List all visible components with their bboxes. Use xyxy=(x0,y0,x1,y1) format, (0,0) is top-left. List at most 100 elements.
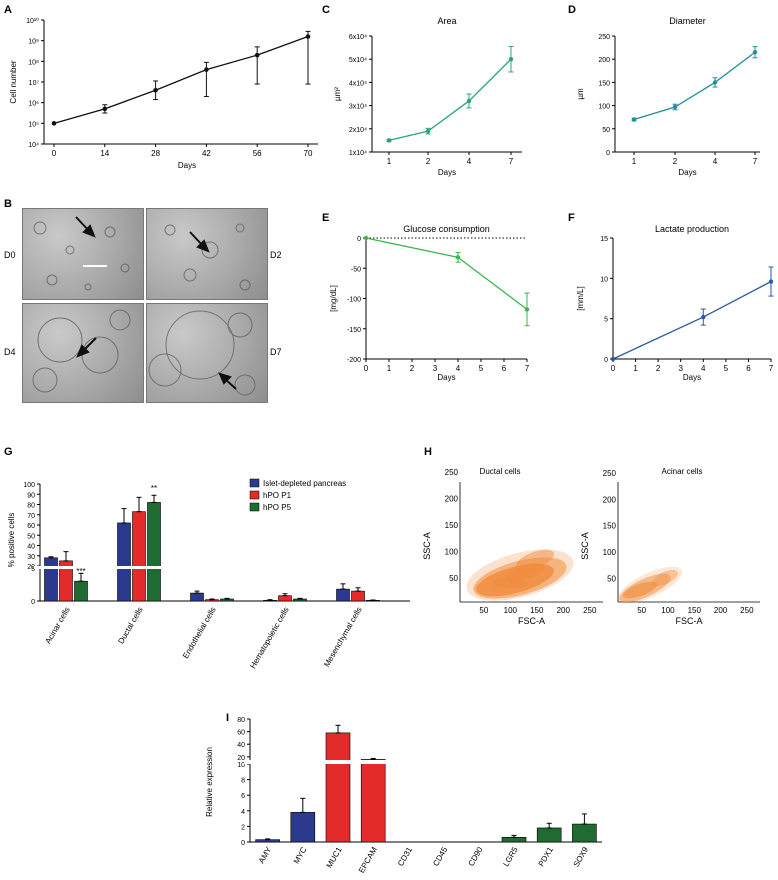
y-tick-label: 1x10⁴ xyxy=(349,150,367,157)
x-axis-label: Days xyxy=(678,168,696,177)
organoid-circles xyxy=(32,221,256,396)
data-point xyxy=(631,117,637,122)
bar xyxy=(325,732,351,843)
label-d4: D4 xyxy=(4,347,16,357)
data-point xyxy=(524,307,530,312)
x-tick-label: 150 xyxy=(688,606,702,615)
data-point xyxy=(672,104,678,110)
x-tick-label: 7 xyxy=(525,364,530,373)
bar xyxy=(147,502,161,602)
x-tick-label: 7 xyxy=(509,157,514,166)
x-tick-label: SOX9 xyxy=(572,845,591,868)
y-tick-label: 3x10⁴ xyxy=(349,104,367,111)
y-tick-label: 10 xyxy=(600,276,608,283)
y-tick-label: 8 xyxy=(241,778,245,785)
data-point xyxy=(768,279,774,284)
x-tick-label: 6 xyxy=(502,364,507,373)
x-tick-label: LGR5 xyxy=(501,845,520,868)
data-point xyxy=(153,87,158,93)
y-tick-label: 4x10⁴ xyxy=(349,80,367,87)
chart-title: Ductal cells xyxy=(480,467,521,476)
y-axis-label: % positive cells xyxy=(7,513,16,568)
x-tick-label: 5 xyxy=(724,364,729,373)
y-tick-label: 200 xyxy=(598,57,610,64)
y-tick-label: 100 xyxy=(445,548,459,557)
panel-letter-c: C xyxy=(322,4,330,16)
series-line xyxy=(53,35,309,124)
chart-title: Acinar cells xyxy=(662,467,703,476)
y-tick-label: 0 xyxy=(604,357,608,364)
data-point xyxy=(466,98,472,104)
chart-h1: 50 100 150 200 250 50 100 150 200 250 FSC-A SSC-A Du… xyxy=(422,467,603,626)
x-tick-label: 0 xyxy=(364,364,369,373)
chart-title: Diameter xyxy=(669,16,706,26)
density-region xyxy=(516,549,554,571)
x-axis-label: Days xyxy=(437,373,455,382)
y-tick-label: 200 xyxy=(445,495,459,504)
label-d7: D7 xyxy=(270,347,282,357)
data-point xyxy=(363,235,369,241)
bar xyxy=(360,759,386,843)
chart-f: Lactate production 0 5 10 15 0 1 2 3 4 5 6 7 Days [mm/… xyxy=(576,224,774,382)
y-tick-label: 90 xyxy=(27,492,35,499)
y-tick-label: 60 xyxy=(27,523,35,530)
bar xyxy=(132,511,146,602)
bar xyxy=(117,522,131,602)
y-tick-label: 70 xyxy=(27,513,35,520)
y-axis-label: µm² xyxy=(333,87,342,101)
y-axis-label: Relative expression xyxy=(205,747,214,817)
data-point xyxy=(51,121,57,126)
chart-title: Area xyxy=(437,16,456,26)
significance-mark: ** xyxy=(151,484,157,493)
y-tick-label: 20 xyxy=(237,755,245,762)
x-tick-label: 7 xyxy=(753,157,758,166)
y-axis-label: SSC-A xyxy=(580,532,590,560)
x-tick-label: 1 xyxy=(387,157,392,166)
y-tick-label: 5x10⁴ xyxy=(349,57,367,64)
y-tick-label: 250 xyxy=(603,469,617,478)
density-region xyxy=(622,581,658,599)
y-tick-label: 15 xyxy=(600,236,608,243)
panel-letter-i: I xyxy=(226,712,230,724)
axis-break xyxy=(34,566,412,569)
y-tick-label: 80 xyxy=(27,503,35,510)
y-tick-label: -50 xyxy=(351,266,361,273)
x-tick-label: 1 xyxy=(632,157,637,166)
x-tick-label: 100 xyxy=(504,606,518,615)
y-tick-label: -150 xyxy=(347,327,361,334)
x-tick-label: 200 xyxy=(557,606,571,615)
y-tick-label: 150 xyxy=(598,80,610,87)
y-tick-label: 80 xyxy=(237,717,245,724)
label-d2: D2 xyxy=(270,250,282,260)
y-tick-label: 50 xyxy=(27,533,35,540)
y-axis-label: [mg/dL] xyxy=(329,285,338,312)
x-tick-label: Ductal cells xyxy=(116,606,144,646)
x-tick-label: 4 xyxy=(456,364,461,373)
y-tick-label: 6x10⁴ xyxy=(349,34,367,41)
y-tick-label: -100 xyxy=(347,297,361,304)
panel-letter-d: D xyxy=(568,4,576,16)
x-tick-label: 100 xyxy=(661,606,675,615)
x-tick-label: 4 xyxy=(701,364,706,373)
y-tick-label: 0 xyxy=(241,840,245,847)
y-tick-label: 10⁷ xyxy=(29,80,40,87)
chart-g: 0 520 30 40 50 60 70 80 90 100 % positive cells Aci… xyxy=(7,478,412,670)
y-tick-label: 150 xyxy=(445,521,459,530)
series-line xyxy=(388,58,512,142)
legend-swatch xyxy=(249,490,260,500)
data-point xyxy=(425,128,431,134)
x-axis-label: FSC-A xyxy=(676,616,703,626)
x-tick-label: 7 xyxy=(769,364,774,373)
micrograph-d2 xyxy=(146,208,268,300)
chart-d: Diameter 0 50 100 150 200 250 1 2 4 7 Days µm xyxy=(576,16,760,177)
y-tick-label: 10⁹ xyxy=(28,39,39,46)
x-tick-label: 4 xyxy=(467,157,472,166)
label-d0: D0 xyxy=(4,250,16,260)
y-tick-label: 4 xyxy=(241,809,245,816)
y-tick-label: 250 xyxy=(445,468,459,477)
y-tick-label: 10⁴ xyxy=(28,142,39,149)
x-tick-label: 250 xyxy=(583,606,597,615)
y-tick-label: 10¹⁰ xyxy=(26,17,39,25)
x-tick-label: AMY xyxy=(257,845,274,865)
series-line xyxy=(365,237,528,310)
